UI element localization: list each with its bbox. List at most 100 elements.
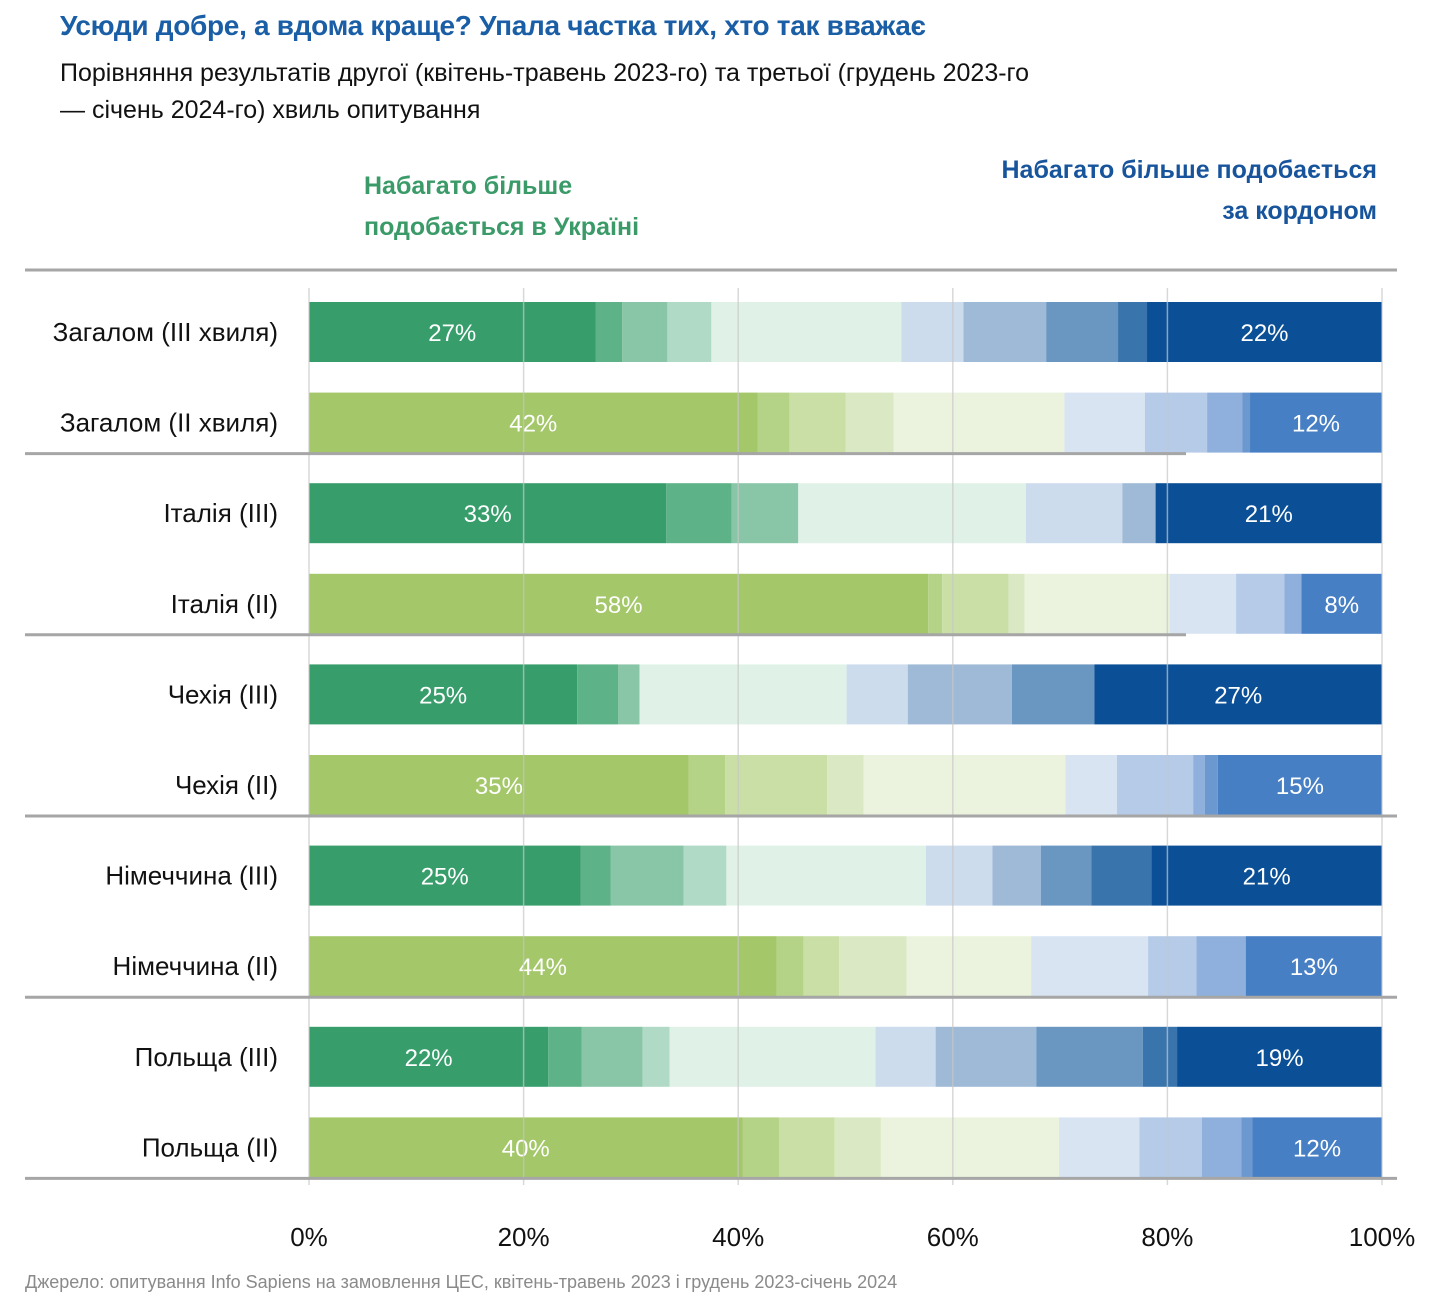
bar-segment xyxy=(1091,845,1152,906)
x-tick-label: 40% xyxy=(712,1222,764,1252)
bar-segment xyxy=(309,1026,549,1087)
bar-segment xyxy=(1147,302,1382,362)
data-label-right: 22% xyxy=(1240,320,1288,347)
bar-segment xyxy=(1040,845,1092,906)
bar-segment xyxy=(666,483,732,544)
category-label: Німеччина (III) xyxy=(105,861,278,891)
category-label: Польща (III) xyxy=(135,1042,278,1072)
bar-segment xyxy=(1064,392,1145,453)
bar-segment xyxy=(581,1026,643,1087)
data-label-left: 42% xyxy=(509,411,557,438)
bar-segment xyxy=(1201,1117,1242,1178)
left-header: Набагато більше подобається в Україні xyxy=(364,166,684,248)
bar-segment xyxy=(803,936,840,997)
data-label-right: 21% xyxy=(1245,501,1293,528)
bar-segment xyxy=(726,845,926,906)
data-label-left: 25% xyxy=(421,864,469,891)
bar-segment xyxy=(845,392,894,453)
bar-segment xyxy=(610,845,684,906)
bar-segment xyxy=(1065,755,1117,815)
bar-segment xyxy=(731,483,799,544)
data-label-right: 19% xyxy=(1256,1045,1304,1072)
bar-segment xyxy=(757,392,790,453)
data-label-right: 21% xyxy=(1243,864,1291,891)
data-label-right: 12% xyxy=(1293,1135,1341,1162)
bar-segment xyxy=(580,845,611,906)
category-label: Чехія (II) xyxy=(175,770,278,800)
bar-segment xyxy=(1011,664,1095,725)
bar-segment xyxy=(1139,1117,1202,1178)
bar-segment xyxy=(1207,392,1243,453)
data-label-left: 27% xyxy=(428,320,476,347)
bar-segment xyxy=(1196,936,1246,997)
bar-segment xyxy=(839,936,907,997)
bar-segment xyxy=(309,845,581,906)
bar-segment xyxy=(742,1117,779,1178)
bar-segment xyxy=(642,1026,670,1087)
bar-segment xyxy=(880,1117,1060,1178)
bar-segment xyxy=(711,302,902,362)
bar-segment xyxy=(688,755,726,815)
bar-segment xyxy=(1252,1117,1382,1178)
category-label: Загалом (II хвиля) xyxy=(60,408,278,438)
bar-segment xyxy=(577,664,619,725)
bar-segment xyxy=(667,302,712,362)
bar-segment xyxy=(1151,845,1382,906)
bar-segment xyxy=(618,664,640,725)
bar-segment xyxy=(309,1117,743,1178)
bar-segment xyxy=(548,1026,582,1087)
bar-segment xyxy=(834,1117,881,1178)
bar-segment xyxy=(935,1026,1037,1087)
bar-segment xyxy=(1025,483,1123,544)
bar-segment xyxy=(1046,302,1119,362)
x-tick-label: 80% xyxy=(1141,1222,1193,1252)
source-note: Джерело: опитування Info Sapiens на замо… xyxy=(25,1272,898,1292)
category-label: Італія (II) xyxy=(171,589,278,619)
bar-segment xyxy=(789,392,846,453)
bar-segment xyxy=(928,573,943,634)
chart-title: Усюди добре, а вдома краще? Упала частка… xyxy=(60,10,926,41)
bar-segment xyxy=(1036,1026,1143,1087)
bar-segment xyxy=(639,664,847,725)
bar-segment xyxy=(1144,392,1208,453)
category-label: Польща (II) xyxy=(142,1132,278,1162)
bar-segment xyxy=(1059,1117,1140,1178)
data-label-right: 8% xyxy=(1324,592,1359,619)
bar-segment xyxy=(827,755,864,815)
data-label-left: 40% xyxy=(502,1135,550,1162)
category-label: Німеччина (II) xyxy=(113,951,278,981)
bar-segment xyxy=(1236,573,1285,634)
bar-segment xyxy=(901,302,964,362)
bar-segment xyxy=(1250,392,1382,453)
data-label-left: 35% xyxy=(475,773,523,800)
bar-segment xyxy=(942,573,1009,634)
bar-segment xyxy=(309,936,777,997)
bar-segment xyxy=(1177,1026,1382,1087)
data-label-left: 33% xyxy=(464,501,512,528)
bar-segment xyxy=(1008,573,1025,634)
x-tick-label: 0% xyxy=(290,1222,328,1252)
bar-segment xyxy=(595,302,623,362)
data-label-right: 15% xyxy=(1276,773,1324,800)
bar-segment xyxy=(309,483,667,544)
chart-subtitle: Порівняння результатів другої (квітень-т… xyxy=(60,59,1030,124)
right-header-text: Набагато більше подобається за кордоном xyxy=(1001,156,1377,225)
bar-segment xyxy=(1169,573,1237,634)
bar-segment xyxy=(1217,755,1382,815)
data-label-left: 44% xyxy=(519,954,567,981)
right-header: Набагато більше подобається за кордоном xyxy=(997,150,1377,232)
bar-segment xyxy=(1245,936,1382,997)
x-tick-label: 20% xyxy=(498,1222,550,1252)
bar-segment xyxy=(875,1026,936,1087)
category-label: Італія (III) xyxy=(163,498,278,528)
left-header-text: Набагато більше подобається в Україні xyxy=(364,172,640,241)
bar-segment xyxy=(1284,573,1302,634)
data-label-right: 12% xyxy=(1292,411,1340,438)
bar-segment xyxy=(683,845,727,906)
bar-segment xyxy=(846,664,908,725)
bar-segment xyxy=(906,936,1032,997)
bar-segment xyxy=(1024,573,1170,634)
bar-segment xyxy=(776,936,804,997)
gridlines xyxy=(308,288,1383,1185)
